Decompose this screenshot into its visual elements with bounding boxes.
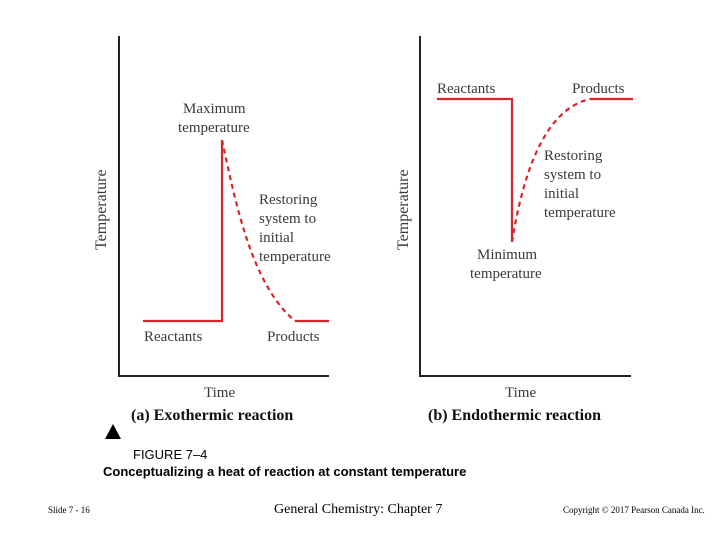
panel-b-restore-line3: initial	[544, 186, 579, 202]
footer-copyright: Copyright © 2017 Pearson Canada Inc.	[563, 505, 705, 515]
panel-a-reactants-label: Reactants	[144, 329, 203, 345]
panel-a-restore-line3: initial	[259, 230, 294, 246]
panel-a-reactants-line	[143, 140, 224, 323]
panel-a-restore-line2: system to	[259, 211, 317, 227]
panel-b-products-label: Products	[572, 81, 625, 97]
footer-course: General Chemistry: Chapter 7	[274, 502, 443, 517]
panel-b-caption: (b) Endothermic reaction	[428, 407, 602, 424]
panel-b-restore-line4: temperature	[544, 205, 616, 221]
panel-b-x-axis-label: Time	[505, 385, 537, 401]
figure-marker-icon	[105, 424, 121, 439]
panel-b-restoring-curve	[510, 97, 591, 243]
figure-number: FIGURE 7–4	[133, 447, 208, 462]
figure-title: Conceptualizing a heat of reaction at co…	[103, 464, 467, 479]
panel-b-restore-line2: system to	[544, 167, 602, 183]
panel-b-restore-line1: Restoring	[544, 148, 603, 164]
panel-b-reactants-label: Reactants	[437, 81, 496, 97]
panel-b-y-axis-label: Temperature	[395, 169, 412, 250]
panel-a-restore-line1: Restoring	[259, 192, 318, 208]
panel-a-peak-label-line1: Maximum	[183, 101, 246, 117]
panel-a-peak-label-line2: temperature	[178, 120, 250, 136]
panel-b-trough-label-line1: Minimum	[477, 247, 538, 263]
panel-a-caption: (a) Exothermic reaction	[131, 407, 294, 424]
slide-number: Slide 7 - 16	[48, 505, 90, 515]
panel-a-y-axis-label: Temperature	[93, 169, 110, 250]
panel-a-products-label: Products	[267, 329, 320, 345]
panel-a-restore-line4: temperature	[259, 249, 331, 265]
panel-b-trough-label-line2: temperature	[470, 266, 542, 282]
panel-a-x-axis-label: Time	[204, 385, 236, 401]
panel-b-reactants-line	[437, 97, 514, 242]
